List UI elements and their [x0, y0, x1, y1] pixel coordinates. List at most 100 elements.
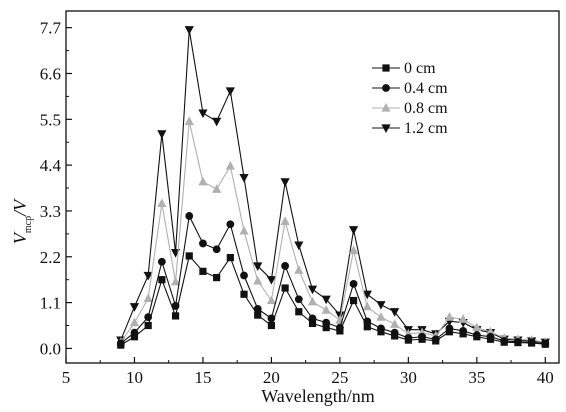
data-point: [253, 262, 263, 271]
legend-marker: [382, 64, 390, 72]
data-point: [280, 178, 290, 187]
data-point: [444, 312, 455, 321]
data-point: [404, 336, 412, 344]
data-point: [500, 338, 508, 346]
data-point: [170, 276, 181, 286]
data-point: [459, 330, 467, 338]
y-tick-label: 0.0: [40, 339, 61, 358]
data-point: [472, 322, 482, 332]
data-point: [144, 321, 152, 330]
data-point: [281, 262, 290, 270]
y-axis-title-main: V: [10, 231, 30, 244]
data-point: [266, 295, 277, 305]
data-point: [143, 293, 153, 303]
data-point: [157, 130, 167, 139]
data-point: [267, 321, 276, 330]
data-point: [130, 333, 139, 341]
data-point: [240, 290, 248, 298]
data-point: [294, 241, 304, 251]
legend-label: 1.2 cm: [404, 120, 448, 137]
data-point: [117, 341, 125, 349]
legend-item: 0.4 cm: [372, 80, 448, 97]
data-point: [239, 225, 249, 235]
data-point: [391, 332, 399, 340]
data-point: [226, 254, 234, 262]
data-point: [362, 301, 372, 311]
data-point: [253, 275, 263, 285]
data-point: [348, 245, 359, 255]
legend-label: 0.8 cm: [404, 100, 448, 117]
data-point: [432, 337, 440, 345]
data-point: [212, 117, 222, 127]
x-tick-label: 30: [400, 368, 417, 387]
data-point: [418, 335, 426, 343]
y-tick-label: 7.7: [40, 19, 62, 38]
data-point: [184, 116, 194, 125]
legend-label: 0 cm: [404, 60, 436, 77]
series-1-2-cm: [116, 26, 550, 348]
data-point: [225, 87, 235, 96]
data-point: [280, 216, 290, 225]
legend: 0 cm 0.4 cm 0.8 cm 1.2 cm: [372, 60, 448, 137]
data-point: [281, 284, 289, 292]
y-tick-label: 6.6: [40, 64, 61, 83]
data-point: [158, 276, 166, 284]
data-point: [322, 323, 330, 332]
data-point: [253, 304, 262, 313]
x-tick-label: 10: [126, 368, 143, 387]
data-point: [294, 265, 304, 274]
data-point: [212, 245, 221, 254]
svg-text:Vmcp/V: Vmcp/V: [10, 198, 34, 244]
data-point: [348, 226, 359, 235]
y-tick-label: 4.4: [40, 156, 62, 175]
data-point: [185, 252, 193, 260]
legend-marker: [382, 84, 390, 92]
y-axis-title: Vmcp/V: [10, 198, 34, 244]
y-tick-label: 3.3: [40, 202, 61, 221]
data-point: [485, 326, 496, 336]
legend-marker: [381, 124, 391, 133]
data-point: [171, 312, 180, 320]
x-tick-label: 40: [537, 368, 554, 387]
y-axis-title-tail: /V: [10, 198, 30, 217]
x-tick-label: 20: [263, 368, 280, 387]
axis-ticks: 5 10 15 20 25 30 35 40 0.0 1.1 2.2 3.3 4.4 5.5 6.6 7.7: [40, 19, 554, 387]
data-point: [198, 109, 208, 119]
x-tick-label: 15: [194, 368, 211, 387]
data-point: [129, 317, 140, 327]
legend-item: 0.8 cm: [372, 100, 448, 117]
data-point: [199, 239, 207, 248]
data-point: [254, 311, 262, 319]
data-point: [294, 295, 303, 304]
series-line: [120, 29, 546, 343]
data-point: [226, 220, 235, 229]
data-point: [390, 319, 400, 328]
data-point: [213, 274, 221, 282]
y-tick-label: 1.1: [40, 294, 61, 313]
series-0-cm: [117, 252, 549, 349]
data-point: [129, 303, 140, 312]
data-point: [184, 26, 194, 35]
legend-item: 0 cm: [372, 60, 436, 77]
data-point: [198, 176, 208, 186]
legend-label: 0.4 cm: [404, 80, 448, 97]
data-point: [376, 312, 386, 321]
data-point: [307, 285, 318, 295]
data-point: [266, 276, 277, 285]
data-point: [212, 184, 222, 193]
series-0-4-cm: [116, 212, 550, 348]
legend-item: 1.2 cm: [372, 120, 448, 137]
data-point: [185, 212, 194, 220]
data-point: [473, 333, 481, 341]
x-axis-title: Wavelength/nm: [261, 386, 375, 406]
data-point: [458, 314, 468, 323]
plot-frame: [65, 10, 560, 364]
data-point: [199, 267, 207, 275]
x-tick-label: 25: [331, 368, 348, 387]
data-point: [157, 257, 166, 266]
data-point: [445, 328, 454, 336]
data-point: [362, 290, 372, 300]
data-point: [321, 295, 331, 305]
y-tick-label: 5.5: [40, 110, 61, 129]
